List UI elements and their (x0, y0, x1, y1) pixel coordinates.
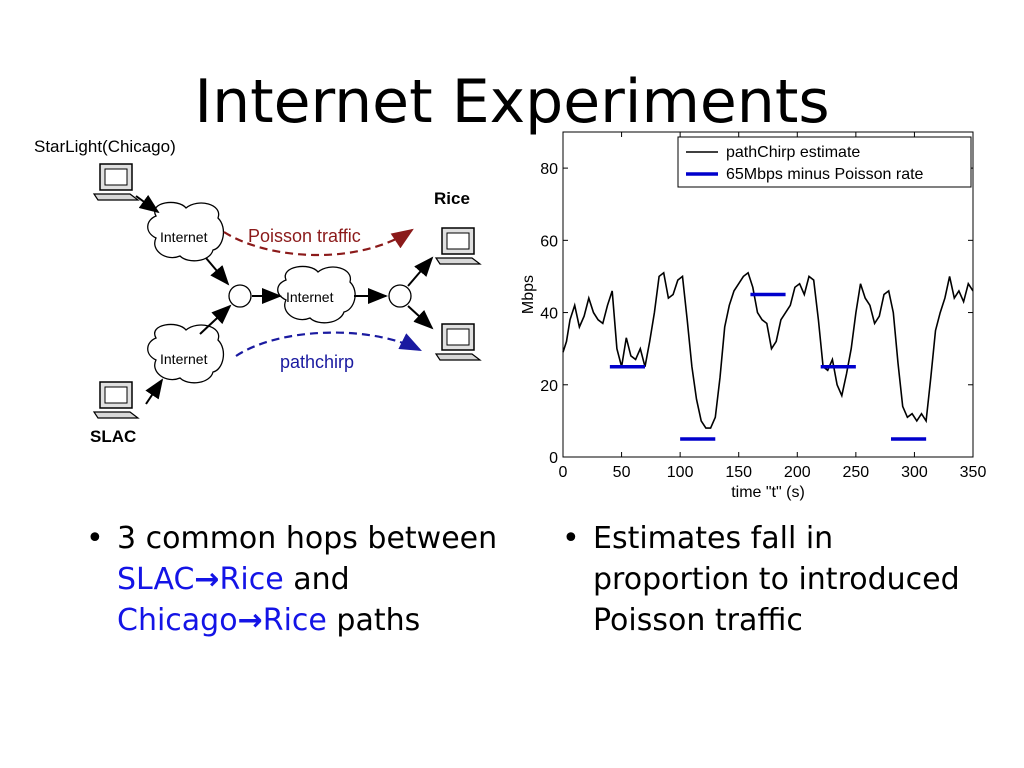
rice-computer-top-icon (434, 227, 482, 265)
y-tick-label: 80 (540, 161, 558, 178)
right-arrow-icon: → (194, 562, 220, 597)
x-tick-label: 250 (843, 464, 870, 481)
slide-title: Internet Experiments (194, 67, 830, 138)
bullet-item: 3 common hops between SLAC→Rice and Chic… (82, 518, 502, 641)
legend: pathChirp estimate 65Mbps minus Poisson r… (677, 136, 972, 188)
svg-text:Internet: Internet (160, 351, 208, 367)
pathchirp-label: pathchirp (280, 352, 354, 372)
svg-text:Internet: Internet (286, 289, 334, 305)
bullet-list-right: Estimates fall in proportion to introduc… (558, 518, 978, 641)
legend-box (677, 136, 972, 188)
path-arrows (135, 194, 434, 405)
x-tick-label: 50 (613, 464, 631, 481)
slac-label: SLAC (90, 427, 136, 446)
y-tick-label: 0 (549, 450, 558, 467)
pathchirp-arrow (235, 331, 422, 357)
internet-cloud-middle: Internet (277, 265, 356, 324)
x-tick-label: 350 (960, 464, 987, 481)
internet-cloud-top: Internet (147, 201, 225, 262)
starlight-computer-icon (92, 163, 140, 201)
poisson-traffic-label: Poisson traffic (248, 226, 361, 246)
rice-computer-bottom-icon (434, 323, 482, 361)
pathchirp-chart: 0 50 100 150 200 250 300 350 0 20 40 60 80 time "t" (… (520, 131, 987, 501)
x-tick-label: 200 (784, 464, 811, 481)
starlight-label: StarLight(Chicago) (34, 137, 176, 156)
bullet-list-left: 3 common hops between SLAC→Rice and Chic… (82, 518, 502, 641)
y-axis-label: Mbps (520, 275, 537, 314)
rice-label: Rice (434, 189, 470, 208)
x-tick-label: 0 (559, 464, 568, 481)
network-diagram: StarLight(Chicago) SLAC Rice Internet In… (34, 137, 482, 446)
router-right (388, 284, 412, 308)
legend-label: pathChirp estimate (726, 144, 860, 161)
internet-cloud-bottom: Internet (147, 323, 225, 384)
right-arrow-icon: → (237, 603, 263, 638)
y-tick-label: 40 (540, 306, 558, 323)
bullet-item: Estimates fall in proportion to introduc… (558, 518, 978, 641)
y-tick-label: 20 (540, 378, 558, 395)
x-tick-label: 100 (667, 464, 694, 481)
poisson-traffic-arrow (223, 228, 414, 257)
router-left (228, 284, 252, 308)
series-line-pathchirp (562, 271, 974, 429)
x-tick-label: 150 (725, 464, 752, 481)
slac-computer-icon (92, 381, 140, 419)
y-tick-label: 60 (540, 233, 558, 250)
x-axis-label: time "t" (s) (731, 484, 805, 501)
x-tick-label: 300 (901, 464, 928, 481)
legend-label: 65Mbps minus Poisson rate (726, 166, 924, 183)
svg-text:Internet: Internet (160, 229, 208, 245)
